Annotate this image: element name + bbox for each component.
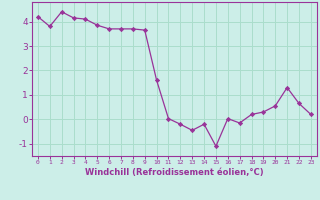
X-axis label: Windchill (Refroidissement éolien,°C): Windchill (Refroidissement éolien,°C) xyxy=(85,168,264,177)
